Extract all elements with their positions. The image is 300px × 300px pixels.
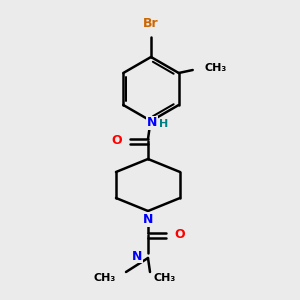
Text: N: N [132, 250, 142, 262]
Text: O: O [174, 229, 184, 242]
Text: CH₃: CH₃ [94, 273, 116, 283]
Text: H: H [159, 119, 169, 129]
Text: O: O [111, 134, 122, 148]
Text: N: N [143, 213, 153, 226]
Text: CH₃: CH₃ [205, 63, 227, 73]
Text: N: N [147, 116, 157, 130]
Text: Br: Br [143, 17, 159, 30]
Text: CH₃: CH₃ [154, 273, 176, 283]
